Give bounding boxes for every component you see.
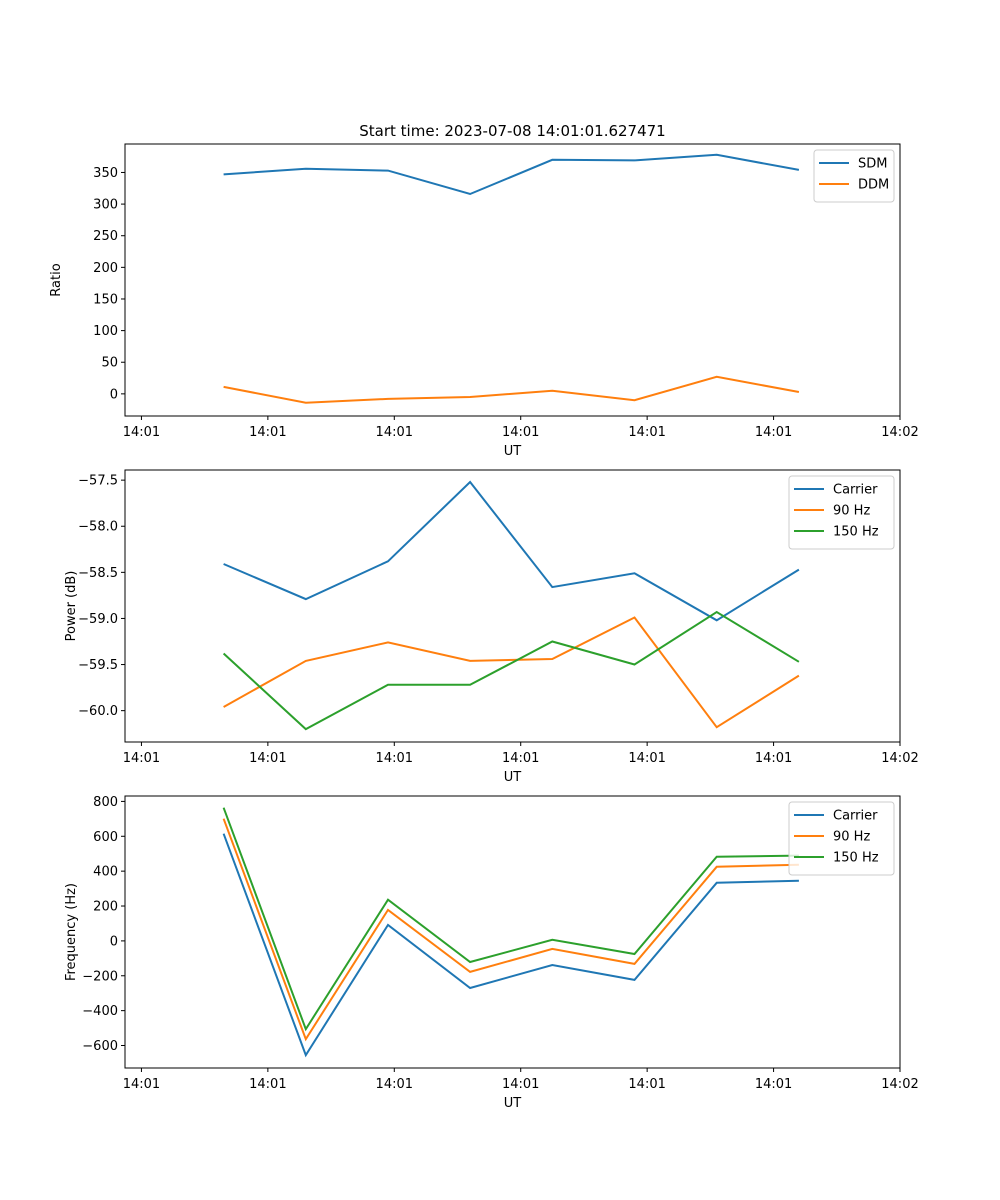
axes-frame [124,143,901,417]
y-tick-label: −59.5 [78,658,118,673]
series-line-150-hz [222,610,800,731]
series-line-carrier [222,833,799,1058]
axes-frame [124,469,901,743]
y-tick-label: −58.5 [78,566,118,581]
legend: Carrier 90 Hz 150 Hz [788,801,895,876]
y-tick-label: 200 [93,900,118,915]
y-tick-label: −60.0 [78,704,118,719]
y-tick-label: −600 [82,1039,118,1054]
series-line-ddm [223,375,800,404]
series-line-150-hz [222,807,799,1032]
series-line-90-hz [223,616,800,729]
y-tick-label: −200 [82,969,118,984]
y-tick-label: 200 [93,261,118,276]
x-axis-label: UT [504,770,522,785]
y-tick-label: 300 [93,198,118,213]
x-tick-label: 14:01 [249,751,286,766]
legend: Carrier 90 Hz 150 Hz [788,475,895,550]
y-tick-label: 0 [110,934,118,949]
x-tick-label: 14:01 [502,751,539,766]
series-line-90-hz [222,818,799,1042]
y-tick-label: −57.5 [78,474,118,489]
y-tick-label: 800 [93,795,118,810]
legend-label: Carrier [833,809,878,824]
legend-label: 90 Hz [833,504,870,519]
legend: SDM DDM [813,149,895,203]
x-axis-label: UT [504,444,522,459]
y-axis-label: Ratio [49,263,64,296]
chart-panel-3: 14:01 14:01 14:01 14:01 14:01 14:01 14:02 −600 −… [64,795,919,1111]
chart-panel-2: 14:01 14:01 14:01 14:01 14:01 14:01 14:02 −60.0… [64,469,919,785]
x-tick-label: 14:01 [123,425,160,440]
legend-label: Carrier [833,483,878,498]
series-line-carrier [223,480,800,622]
y-tick-label: −58.0 [78,520,118,535]
y-tick-label: −59.0 [78,612,118,627]
series-line-sdm [223,153,800,196]
y-tick-label: 350 [93,166,118,181]
x-tick-label: 14:02 [881,1077,918,1092]
y-tick-label: 400 [93,865,118,880]
x-tick-label: 14:01 [755,751,792,766]
x-tick-label: 14:01 [755,1077,792,1092]
x-tick-label: 14:01 [628,425,665,440]
y-tick-label: 150 [93,292,118,307]
chart-title: Start time: 2023-07-08 14:01:01.627471 [359,122,665,140]
y-tick-label: 50 [101,356,118,371]
x-tick-label: 14:01 [376,1077,413,1092]
x-tick-label: 14:01 [123,1077,160,1092]
x-tick-label: 14:01 [123,751,160,766]
x-tick-label: 14:01 [755,425,792,440]
x-tick-label: 14:01 [502,425,539,440]
legend-label: DDM [858,178,889,193]
x-tick-label: 14:01 [249,425,286,440]
axes-frame [124,795,901,1069]
x-tick-label: 14:01 [376,751,413,766]
x-tick-label: 14:01 [376,425,413,440]
y-tick-label: −400 [82,1004,118,1019]
legend-label: 150 Hz [833,851,879,866]
y-axis-label: Power (dB) [64,571,79,642]
x-tick-label: 14:02 [881,425,918,440]
x-tick-label: 14:01 [502,1077,539,1092]
y-axis-label: Frequency (Hz) [64,883,79,981]
x-tick-label: 14:02 [881,751,918,766]
x-tick-label: 14:01 [628,751,665,766]
y-tick-label: 250 [93,229,118,244]
y-tick-label: 100 [93,324,118,339]
legend-label: 90 Hz [833,830,870,845]
legend-label: 150 Hz [833,525,879,540]
chart-panel-1: Start time: 2023-07-08 14:01:01.627471 14… [49,122,919,459]
x-tick-label: 14:01 [628,1077,665,1092]
y-tick-label: 600 [93,830,118,845]
x-tick-label: 14:01 [249,1077,286,1092]
x-axis-label: UT [504,1096,522,1111]
legend-label: SDM [858,157,887,172]
y-tick-label: 0 [110,387,118,402]
